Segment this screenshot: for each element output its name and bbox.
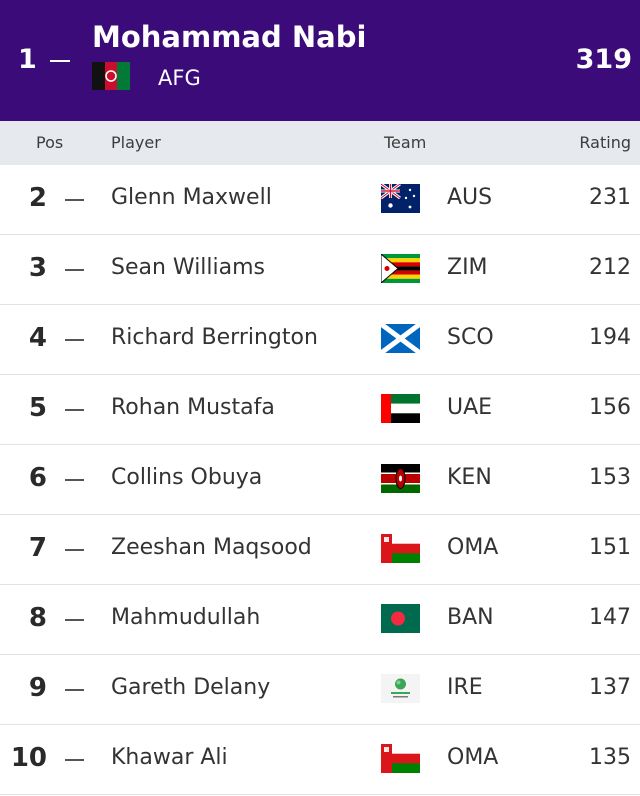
table-row[interactable]: 8 Mahmudullah BAN 147 bbox=[0, 585, 640, 655]
no-change-indicator bbox=[65, 549, 84, 551]
row-position: 8 bbox=[28, 603, 47, 633]
row-position: 7 bbox=[28, 533, 47, 563]
row-team: UAE bbox=[447, 395, 493, 420]
row-position: 3 bbox=[28, 253, 47, 283]
zimbabwe-flag-icon bbox=[381, 254, 420, 283]
row-rating: 231 bbox=[589, 185, 631, 210]
leader-rating: 319 bbox=[575, 44, 632, 75]
row-team: ZIM bbox=[447, 255, 488, 280]
row-rating: 151 bbox=[589, 535, 631, 560]
scotland-flag-icon bbox=[381, 324, 420, 353]
no-change-indicator bbox=[65, 479, 84, 481]
row-team: SCO bbox=[447, 325, 494, 350]
row-rating: 212 bbox=[589, 255, 631, 280]
row-player-name[interactable]: Rohan Mustafa bbox=[111, 395, 275, 420]
row-rating: 147 bbox=[589, 605, 631, 630]
row-position: 4 bbox=[28, 323, 47, 353]
column-header-player: Player bbox=[111, 133, 161, 152]
table-row[interactable]: 3 Sean Williams ZIM 212 bbox=[0, 235, 640, 305]
oman-flag-icon bbox=[381, 534, 420, 563]
row-player-name[interactable]: Gareth Delany bbox=[111, 675, 271, 700]
row-team: OMA bbox=[447, 535, 499, 560]
column-header-pos: Pos bbox=[36, 133, 64, 152]
kenya-flag-icon bbox=[381, 464, 420, 493]
row-team: IRE bbox=[447, 675, 483, 700]
oman-flag-icon bbox=[381, 744, 420, 773]
table-header: Pos Player Team Rating bbox=[0, 121, 640, 165]
row-position: 10 bbox=[10, 743, 47, 773]
row-rating: 156 bbox=[589, 395, 631, 420]
row-position: 5 bbox=[28, 393, 47, 423]
table-row[interactable]: 5 Rohan Mustafa UAE 156 bbox=[0, 375, 640, 445]
leader-player-name[interactable]: Mohammad Nabi bbox=[92, 20, 367, 54]
row-team: BAN bbox=[447, 605, 494, 630]
table-row[interactable]: 10 Khawar Ali OMA 135 bbox=[0, 725, 640, 795]
no-change-indicator bbox=[65, 619, 84, 621]
no-change-indicator bbox=[65, 269, 84, 271]
row-team: KEN bbox=[447, 465, 492, 490]
no-change-indicator bbox=[65, 409, 84, 411]
bangladesh-flag-icon bbox=[381, 604, 420, 633]
no-change-indicator bbox=[65, 759, 84, 761]
no-change-indicator bbox=[65, 689, 84, 691]
afghanistan-flag-icon bbox=[92, 62, 130, 90]
table-row[interactable]: 4 Richard Berrington SCO 194 bbox=[0, 305, 640, 375]
table-row[interactable]: 7 Zeeshan Maqsood OMA 151 bbox=[0, 515, 640, 585]
row-player-name[interactable]: Sean Williams bbox=[111, 255, 266, 280]
row-player-name[interactable]: Mahmudullah bbox=[111, 605, 261, 630]
uae-flag-icon bbox=[381, 394, 420, 423]
no-change-indicator bbox=[50, 60, 70, 62]
row-position: 9 bbox=[28, 673, 47, 703]
row-team: AUS bbox=[447, 185, 493, 210]
column-header-rating: Rating bbox=[579, 133, 631, 152]
no-change-indicator bbox=[65, 339, 84, 341]
row-player-name[interactable]: Khawar Ali bbox=[111, 745, 228, 770]
row-player-name[interactable]: Richard Berrington bbox=[111, 325, 318, 350]
row-rating: 135 bbox=[589, 745, 631, 770]
row-player-name[interactable]: Collins Obuya bbox=[111, 465, 263, 490]
leader-banner[interactable]: 1 Mohammad Nabi AFG 319 bbox=[0, 0, 640, 121]
table-row[interactable]: 2 Glenn Maxwell AUS 231 bbox=[0, 165, 640, 235]
row-position: 6 bbox=[28, 463, 47, 493]
row-player-name[interactable]: Zeeshan Maqsood bbox=[111, 535, 312, 560]
cricket-ireland-logo-icon bbox=[381, 674, 420, 703]
row-position: 2 bbox=[28, 183, 47, 213]
row-team: OMA bbox=[447, 745, 499, 770]
row-rating: 137 bbox=[589, 675, 631, 700]
row-player-name[interactable]: Glenn Maxwell bbox=[111, 185, 272, 210]
leader-team: AFG bbox=[158, 66, 201, 90]
row-rating: 153 bbox=[589, 465, 631, 490]
table-row[interactable]: 6 Collins Obuya KEN 153 bbox=[0, 445, 640, 515]
column-header-team: Team bbox=[384, 133, 427, 152]
leader-position: 1 bbox=[18, 44, 37, 75]
row-rating: 194 bbox=[589, 325, 631, 350]
no-change-indicator bbox=[65, 199, 84, 201]
australia-flag-icon bbox=[381, 184, 420, 213]
table-row[interactable]: 9 Gareth Delany IRE 137 bbox=[0, 655, 640, 725]
